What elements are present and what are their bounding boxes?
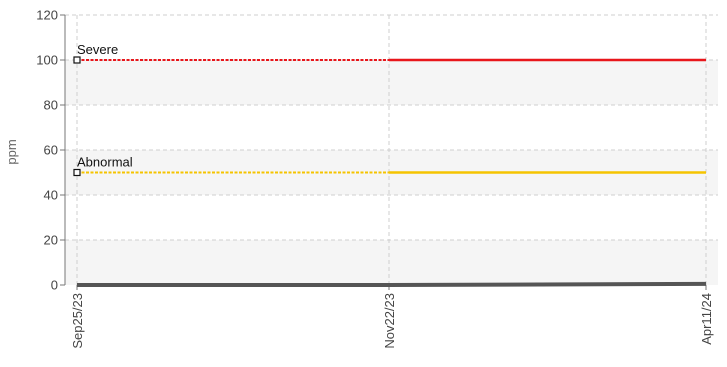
x-tick-label: Apr11/24 bbox=[699, 293, 714, 345]
x-tick-labels: Sep25/23 Nov22/23 Apr11/24 bbox=[70, 293, 714, 349]
y-axis-label: ppm bbox=[4, 139, 19, 164]
series-line bbox=[77, 281, 707, 287]
y-tick-label: 80 bbox=[44, 98, 58, 113]
threshold-label-abnormal: Abnormal bbox=[77, 155, 133, 170]
series-lines bbox=[77, 281, 707, 287]
y-tick-label: 40 bbox=[44, 188, 58, 203]
y-tick-labels: 120 100 80 60 40 20 0 bbox=[36, 8, 58, 293]
grid-band bbox=[65, 60, 718, 105]
threshold-label-severe: Severe bbox=[77, 42, 118, 57]
x-tick-label: Sep25/23 bbox=[70, 293, 85, 349]
threshold-marker-severe bbox=[73, 56, 81, 64]
y-tick-label: 120 bbox=[36, 8, 58, 23]
threshold-lines: Severe Abnormal bbox=[73, 42, 706, 177]
y-tick-label: 0 bbox=[51, 278, 58, 293]
grid-band bbox=[65, 240, 718, 285]
axes bbox=[60, 14, 707, 290]
y-tick-label: 60 bbox=[44, 143, 58, 158]
y-tick-label: 100 bbox=[36, 53, 58, 68]
y-tick-label: 20 bbox=[44, 233, 58, 248]
x-tick-label: Nov22/23 bbox=[382, 293, 397, 349]
threshold-marker-abnormal bbox=[73, 168, 81, 177]
